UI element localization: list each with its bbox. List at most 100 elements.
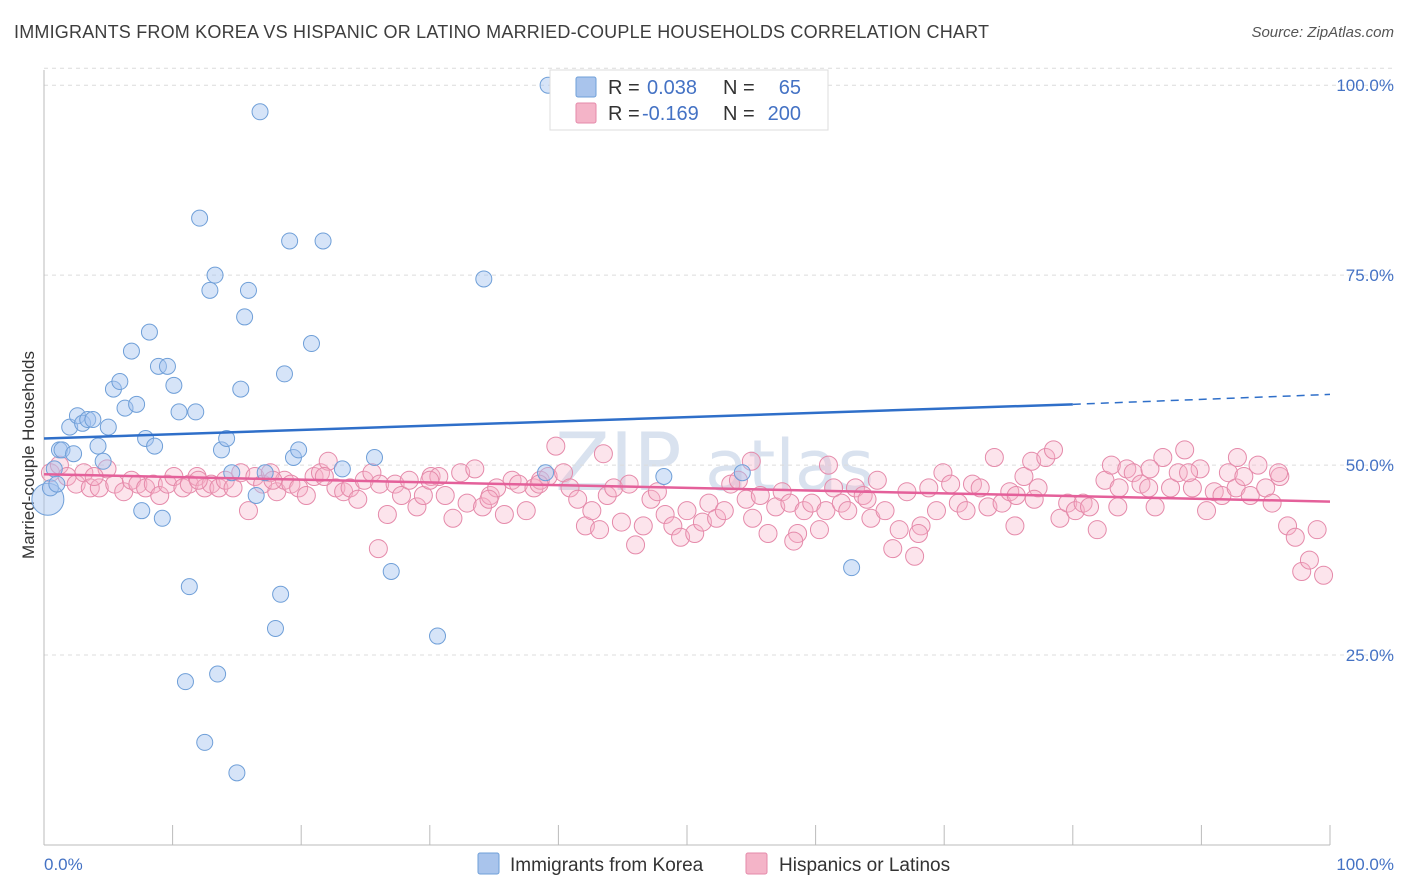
hispanics-point: [377, 504, 397, 524]
axes: [43, 70, 1330, 846]
korea-trend-extension: [1072, 393, 1331, 406]
korea-point: [655, 467, 673, 485]
legend-swatch-korea: [477, 852, 500, 875]
hispanics-point: [1080, 497, 1100, 517]
hispanics-point: [655, 504, 675, 524]
korea-point: [266, 619, 284, 637]
hispanics-point: [1179, 463, 1199, 483]
hispanics-point: [1307, 520, 1327, 540]
korea-point: [733, 464, 751, 482]
hispanics-point: [758, 523, 778, 543]
y-tick-labels: 25.0% 50.0% 75.0% 100.0%: [1336, 76, 1394, 665]
korea-point: [122, 342, 140, 360]
hispanics-point: [1197, 501, 1217, 521]
hispanics-point: [772, 482, 792, 502]
hispanics-point: [407, 497, 427, 517]
hispanics-point: [1058, 493, 1078, 513]
korea-point: [153, 509, 171, 527]
x-ticks: [43, 825, 1331, 845]
hispanics-point: [926, 501, 946, 521]
korea-point: [333, 460, 351, 478]
hispanics-point: [1278, 516, 1298, 536]
korea-point: [31, 482, 65, 516]
hispanics-point: [593, 444, 613, 464]
hispanics-point: [671, 527, 691, 547]
hispanics-point: [619, 474, 639, 494]
hispanics-point: [457, 493, 477, 513]
hispanics-point: [420, 470, 440, 490]
hispanics-point: [911, 516, 931, 536]
hispanics-point: [590, 520, 610, 540]
hispanics-point: [157, 474, 177, 494]
korea-point: [256, 464, 274, 482]
korea-point: [89, 437, 107, 455]
korea-point: [537, 464, 555, 482]
hispanics-point: [809, 520, 829, 540]
hispanics-point: [1234, 466, 1254, 486]
hispanics-point: [818, 455, 838, 475]
hispanics-point: [1190, 459, 1210, 479]
hispanics-point: [714, 501, 734, 521]
korea-points: [31, 76, 861, 782]
hispanics-point: [560, 478, 580, 498]
korea-point: [196, 733, 214, 751]
hispanics-point: [984, 448, 1004, 467]
hispanics-point: [494, 504, 514, 524]
korea-point: [272, 585, 290, 603]
korea-point: [232, 380, 250, 398]
hispanics-point: [143, 474, 163, 494]
korea-point: [140, 323, 158, 341]
hispanics-point: [641, 489, 661, 509]
hispanics-point: [1022, 451, 1042, 471]
hispanics-point: [889, 520, 909, 540]
korea-point: [201, 281, 219, 299]
hispanics-point: [1050, 508, 1070, 528]
y-tick-label: 75.0%: [1346, 266, 1394, 285]
korea-trend-line: [43, 403, 1073, 440]
watermark-zip: ZIP: [555, 416, 682, 509]
hispanics-point: [956, 501, 976, 521]
stats-r-label-hisp: R =: [608, 103, 640, 125]
hispanics-point: [1024, 489, 1044, 509]
hispanics-point: [1262, 493, 1282, 513]
hispanics-point: [1285, 527, 1305, 547]
hispanics-point: [370, 474, 390, 494]
hispanics-point: [1028, 478, 1048, 498]
stats-n-label-korea: N =: [723, 77, 755, 99]
korea-point: [228, 764, 246, 782]
korea-point: [302, 335, 320, 353]
hispanics-point: [883, 539, 903, 559]
korea-point: [180, 578, 198, 596]
hispanics-point: [824, 478, 844, 498]
hispanics-point: [604, 478, 624, 498]
hispanics-point: [692, 512, 712, 532]
korea-point: [65, 445, 83, 463]
hispanics-point: [743, 508, 763, 528]
hispanics-points: [40, 436, 1334, 585]
hispanics-point: [663, 516, 683, 536]
hispanics-point: [150, 485, 170, 505]
gridlines: [44, 67, 1394, 656]
korea-point: [99, 418, 117, 436]
stats-r-value-korea: 0.038: [647, 77, 697, 99]
stats-n-label-hisp: N =: [723, 103, 755, 125]
hispanics-point: [685, 523, 705, 543]
hispanics-point: [816, 501, 836, 521]
hispanics-point: [1248, 455, 1268, 475]
chart-title: IMMIGRANTS FROM KOREA VS HISPANIC OR LAT…: [14, 22, 990, 42]
hispanics-point: [392, 485, 412, 505]
x-tick-label-min: 0.0%: [44, 855, 83, 874]
hispanics-point: [699, 493, 719, 513]
korea-point: [281, 232, 299, 250]
korea-point: [158, 357, 176, 375]
korea-point: [290, 441, 308, 459]
hispanics-point: [318, 451, 338, 471]
hispanics-point: [238, 501, 258, 521]
korea-point: [247, 486, 265, 504]
stats-r-label-korea: R =: [608, 77, 640, 99]
trend-lines: [43, 393, 1331, 503]
hispanics-point: [385, 474, 405, 494]
source-credit: Source: ZipAtlas.com: [1251, 24, 1394, 41]
korea-point: [79, 411, 97, 429]
